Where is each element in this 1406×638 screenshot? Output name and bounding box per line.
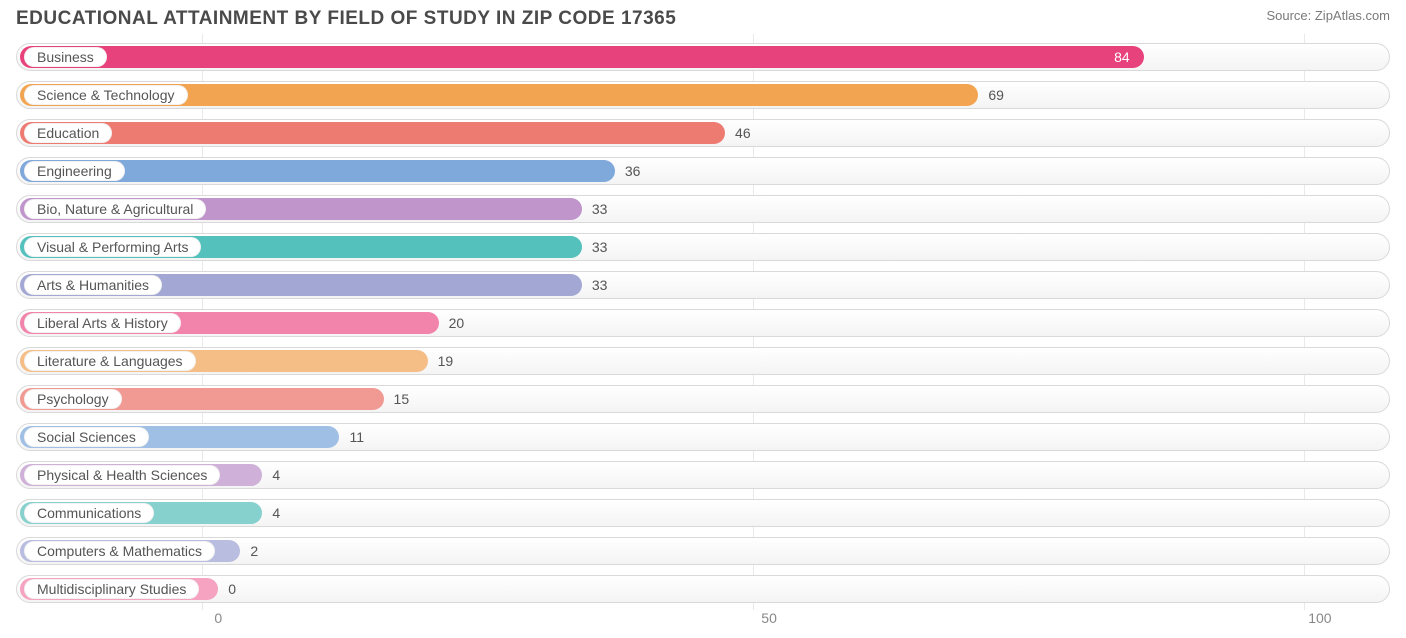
chart-row: Engineering 36 bbox=[16, 154, 1390, 188]
axis-tick: 50 bbox=[761, 610, 777, 626]
bar-value: 19 bbox=[428, 344, 464, 378]
bar-value: 4 bbox=[262, 458, 290, 492]
bar-value: 36 bbox=[615, 154, 651, 188]
bar-label: Liberal Arts & History bbox=[24, 313, 181, 333]
chart-row: Liberal Arts & History 20 bbox=[16, 306, 1390, 340]
bar-value: 11 bbox=[339, 420, 374, 454]
bar-label: Science & Technology bbox=[24, 85, 188, 105]
bar-label: Literature & Languages bbox=[24, 351, 196, 371]
bar-label: Arts & Humanities bbox=[24, 275, 162, 295]
chart-row: Literature & Languages 19 bbox=[16, 344, 1390, 378]
chart-row: Computers & Mathematics 2 bbox=[16, 534, 1390, 568]
chart-row: Social Sciences 11 bbox=[16, 420, 1390, 454]
bar-label: Multidisciplinary Studies bbox=[24, 579, 199, 599]
chart-row: Bio, Nature & Agricultural 33 bbox=[16, 192, 1390, 226]
bar-value: 33 bbox=[582, 192, 618, 226]
bar-value: 33 bbox=[582, 230, 618, 264]
chart-rows: Business 84 Science & Technology 69 Educatio… bbox=[16, 40, 1390, 606]
bar-value: 2 bbox=[240, 534, 268, 568]
chart-row: Science & Technology 69 bbox=[16, 78, 1390, 112]
bar-label: Education bbox=[24, 123, 112, 143]
bar-value: 84 bbox=[1104, 40, 1140, 74]
chart-row: Business 84 bbox=[16, 40, 1390, 74]
bar-label: Computers & Mathematics bbox=[24, 541, 215, 561]
chart-row: Education 46 bbox=[16, 116, 1390, 150]
bar-value: 33 bbox=[582, 268, 618, 302]
bar-value: 4 bbox=[262, 496, 290, 530]
x-axis: 0 50 100 bbox=[16, 610, 1390, 638]
chart-row: Communications 4 bbox=[16, 496, 1390, 530]
axis-tick: 100 bbox=[1308, 610, 1331, 626]
chart-source: Source: ZipAtlas.com bbox=[1266, 8, 1390, 23]
chart-row: Physical & Health Sciences 4 bbox=[16, 458, 1390, 492]
bar-value: 46 bbox=[725, 116, 761, 150]
axis-tick: 0 bbox=[214, 610, 222, 626]
bar bbox=[20, 46, 1144, 68]
bar-label: Communications bbox=[24, 503, 154, 523]
chart-row: Visual & Performing Arts 33 bbox=[16, 230, 1390, 264]
bar-value: 0 bbox=[218, 572, 246, 606]
bar-value: 69 bbox=[978, 78, 1014, 112]
bar-label: Social Sciences bbox=[24, 427, 149, 447]
bar-label: Visual & Performing Arts bbox=[24, 237, 201, 257]
chart-header: EDUCATIONAL ATTAINMENT BY FIELD OF STUDY… bbox=[0, 0, 1406, 34]
bar-label: Engineering bbox=[24, 161, 125, 181]
bar bbox=[20, 122, 725, 144]
bar-label: Physical & Health Sciences bbox=[24, 465, 220, 485]
chart-row: Multidisciplinary Studies 0 bbox=[16, 572, 1390, 606]
chart-title: EDUCATIONAL ATTAINMENT BY FIELD OF STUDY… bbox=[16, 8, 676, 30]
chart-area: Business 84 Science & Technology 69 Educatio… bbox=[0, 34, 1406, 638]
bar-value: 15 bbox=[384, 382, 420, 416]
bar-label: Business bbox=[24, 47, 107, 67]
bar-label: Bio, Nature & Agricultural bbox=[24, 199, 206, 219]
bar-value: 20 bbox=[439, 306, 475, 340]
chart-row: Arts & Humanities 33 bbox=[16, 268, 1390, 302]
bar-label: Psychology bbox=[24, 389, 122, 409]
chart-row: Psychology 15 bbox=[16, 382, 1390, 416]
